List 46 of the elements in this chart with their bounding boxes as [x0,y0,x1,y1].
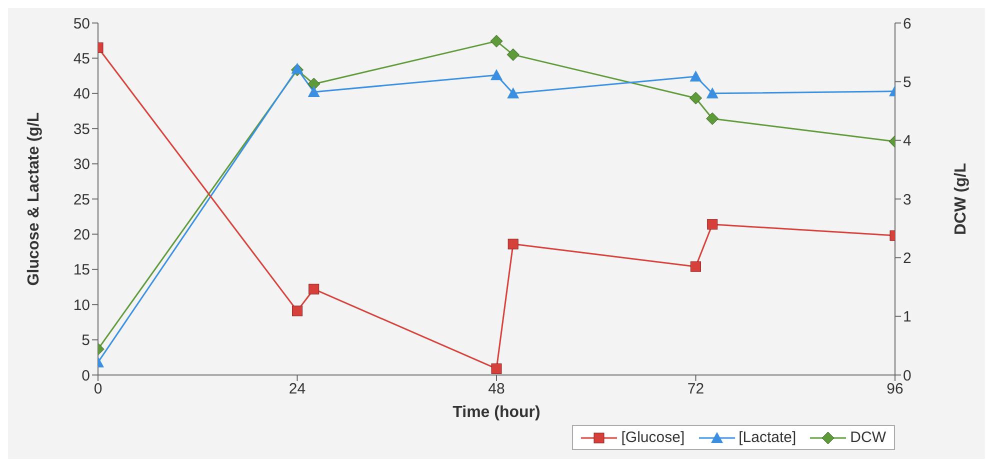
point [706,87,718,98]
point [292,306,302,316]
point [506,48,520,61]
legend-label: DCW [849,429,886,446]
x-tick-label: 96 [886,380,904,398]
y-tick-label: 5 [82,332,90,350]
y-tick-label: 15 [73,262,90,279]
y2-tick-label: 6 [903,15,912,32]
legend-label: [Lactate] [738,429,796,446]
y-tick-label: 35 [73,120,90,138]
point [308,78,320,90]
y-tick-label: 30 [73,156,90,174]
y-axis-title: Glucose & Lactate (g/L [26,112,43,286]
point [490,69,502,80]
y2-tick-label: 5 [903,74,912,91]
y-tick-label: 10 [73,296,90,314]
y-tick-label: 20 [73,226,90,244]
y-tick-label: 50 [73,15,90,32]
y2-tick-label: 4 [903,132,912,150]
x-tick-label: 0 [94,380,102,398]
point [706,112,719,125]
point [490,34,503,48]
y2-axis-title: DCW (g/L [952,162,970,235]
y2-tick-label: 1 [903,308,912,326]
point [690,92,702,104]
point [507,87,520,98]
x-axis-title: Time (hour) [452,404,540,421]
x-tick-label: 48 [488,380,505,398]
point [707,219,718,230]
y-tick-label: 40 [73,86,90,103]
point [308,284,320,294]
point [690,261,701,272]
y-tick-label: 0 [82,367,90,384]
point [491,363,502,374]
y2-tick-label: 0 [903,367,912,384]
y-tick-label: 25 [73,191,90,208]
point [508,238,518,250]
legend-label: [Glucose] [620,429,685,446]
point [690,70,702,82]
y-tick-label: 45 [73,50,90,68]
point [291,62,304,74]
point [308,86,320,97]
x-tick-label: 24 [288,380,306,398]
x-tick-label: 72 [687,380,704,398]
y2-tick-label: 3 [903,191,912,208]
y2-tick-label: 2 [903,250,912,267]
